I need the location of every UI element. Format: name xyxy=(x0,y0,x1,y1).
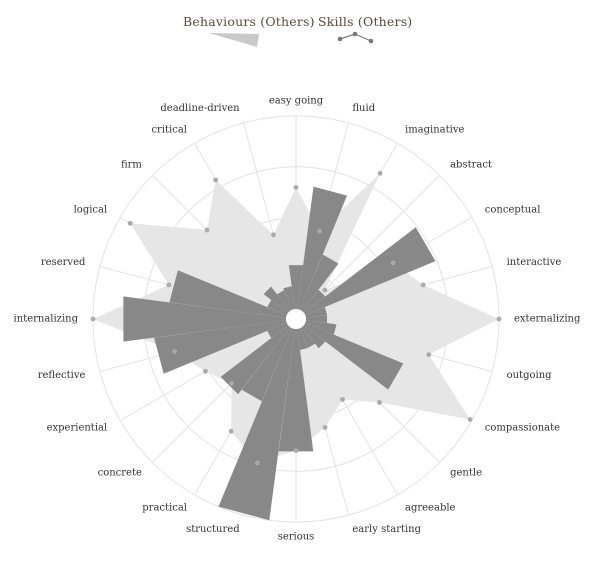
behaviours-points xyxy=(90,170,502,466)
behaviours-point-early-starting xyxy=(322,425,328,430)
axis-label-interactive: interactive xyxy=(507,257,562,268)
axis-label-agreeable: agreeable xyxy=(405,502,456,513)
axis-labels: easy going fluid imaginative abstract concep… xyxy=(14,96,581,543)
axis-label-conceptual: conceptual xyxy=(485,205,541,216)
legend-skills-swatch-dot xyxy=(368,38,374,44)
behaviours-point-conceptual xyxy=(390,260,396,266)
behaviours-point-internalizing xyxy=(90,316,96,322)
axis-label-early-starting: early starting xyxy=(352,524,421,535)
axis-label-concrete: concrete xyxy=(98,468,142,479)
behaviours-point-serious xyxy=(293,448,299,453)
axis-label-imaginative: imaginative xyxy=(405,125,465,136)
skills-bar-concrete xyxy=(220,325,290,395)
skills-bar-conceptual xyxy=(303,227,436,316)
behaviours-point-reflective xyxy=(172,349,177,354)
axis-label-firm: firm xyxy=(121,159,142,170)
skills-bar-gentle xyxy=(302,325,326,349)
skills-bar-internalizing xyxy=(123,296,287,342)
axis-label-internalizing: internalizing xyxy=(14,314,79,325)
behaviours-point-firm xyxy=(204,227,210,233)
axis-label-easy-going: easy going xyxy=(269,96,324,107)
axis-label-gentle: gentle xyxy=(450,468,482,479)
legend-skills-swatch-dot xyxy=(337,36,343,42)
behaviours-point-interactive xyxy=(420,282,426,288)
axis-label-compassionate: compassionate xyxy=(485,423,560,434)
skills-bar-interactive xyxy=(305,307,327,318)
behaviours-point-gentle xyxy=(377,400,382,405)
skills-bar-compassionate xyxy=(303,322,404,390)
behaviours-point-fluid xyxy=(317,228,322,234)
axis-label-externalizing: externalizing xyxy=(514,314,581,325)
axis-label-practical: practical xyxy=(142,502,187,513)
skills-bar-fluid xyxy=(297,186,347,310)
skills-bar-practical xyxy=(241,326,293,402)
skills-bar-firm xyxy=(263,286,290,313)
axis-label-logical: logical xyxy=(74,205,108,216)
axis-label-fluid: fluid xyxy=(352,103,375,114)
behaviours-point-easy-going xyxy=(293,185,299,190)
legend-skills-label[interactable]: Skills (Others) xyxy=(318,14,413,29)
behaviours-point-externalizing xyxy=(496,316,502,322)
skills-bar-logical xyxy=(267,300,289,316)
skills-bar-critical xyxy=(277,290,293,312)
behaviours-point-abstract xyxy=(322,287,328,293)
skills-bar-structured xyxy=(218,328,295,521)
behaviours-point-logical xyxy=(127,220,133,226)
legend-behaviours-swatch xyxy=(209,33,259,47)
center-hole xyxy=(286,309,306,329)
behaviours-point-concrete xyxy=(229,381,235,386)
behaviours-point-reserved xyxy=(166,282,172,288)
axis-label-outgoing: outgoing xyxy=(507,370,553,381)
behaviours-point-agreeable xyxy=(340,397,345,402)
axis-label-experiential: experiential xyxy=(47,423,108,434)
legend-skills-swatch-dot xyxy=(352,31,358,37)
axis-label-reflective: reflective xyxy=(38,370,86,381)
axis-label-serious: serious xyxy=(278,532,315,543)
behaviours-point-structured xyxy=(255,460,260,466)
skills-bar-serious xyxy=(278,328,314,452)
axis-label-structured: structured xyxy=(186,524,240,535)
behaviours-point-experiential xyxy=(203,368,208,374)
behaviours-point-imaginative xyxy=(377,170,383,176)
skills-bar-deadline-driven xyxy=(283,286,295,310)
behaviours-point-compassionate xyxy=(467,417,473,422)
skills-bar-outgoing xyxy=(305,320,337,335)
behaviours-point-critical xyxy=(213,177,219,183)
skills-bar-easy-going xyxy=(288,265,304,310)
behaviours-point-deadline-driven xyxy=(271,232,276,238)
axis-label-critical: critical xyxy=(151,125,187,136)
skills-bar-early-starting xyxy=(297,328,308,350)
skills-bar-agreeable xyxy=(299,326,315,348)
axis-label-abstract: abstract xyxy=(450,159,492,170)
behaviours-point-practical xyxy=(228,428,234,434)
skills-bar-imaginative xyxy=(299,254,339,312)
axis-label-deadline-driven: deadline-driven xyxy=(160,103,240,114)
legend-swatches xyxy=(209,31,374,47)
skills-bar-abstract xyxy=(302,289,326,313)
skills-bar-externalizing xyxy=(305,315,327,323)
skills-bar-experiential xyxy=(267,322,289,338)
legend-behaviours-label[interactable]: Behaviours (Others) xyxy=(183,14,315,29)
skills-bar-reserved xyxy=(169,270,287,318)
behaviours-point-outgoing xyxy=(426,352,432,357)
skills-bar-reflective xyxy=(154,320,287,374)
axis-label-reserved: reserved xyxy=(41,257,86,268)
skills-bars xyxy=(123,186,436,521)
legend: Behaviours (Others) Skills (Others) xyxy=(0,14,600,54)
